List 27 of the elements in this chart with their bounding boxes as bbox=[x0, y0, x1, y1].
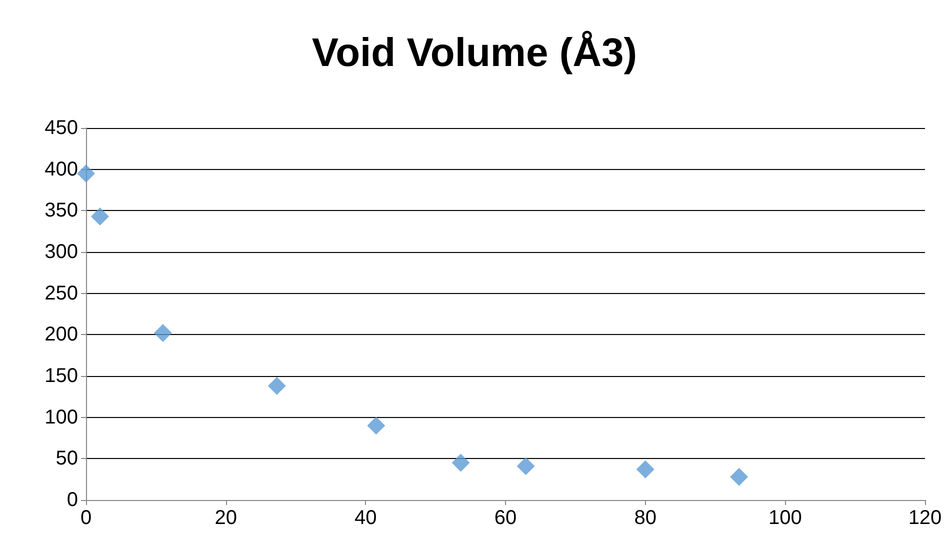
y-tick-label: 100 bbox=[44, 406, 78, 428]
x-tick-label: 0 bbox=[80, 507, 92, 529]
y-tick-label: 350 bbox=[44, 200, 78, 222]
point bbox=[268, 376, 286, 395]
x-tick-label: 80 bbox=[634, 507, 656, 529]
y-tick-label: 300 bbox=[44, 241, 78, 263]
point bbox=[154, 324, 172, 342]
y-tick-label: 200 bbox=[44, 324, 78, 346]
y-tick-label: 450 bbox=[44, 117, 78, 139]
x-tick-label: 100 bbox=[768, 507, 802, 529]
point bbox=[452, 454, 470, 472]
y-tick-label: 250 bbox=[44, 282, 78, 304]
y-tick-label: 0 bbox=[66, 489, 78, 511]
point bbox=[77, 164, 95, 182]
x-tick-label: 20 bbox=[214, 507, 237, 529]
chart-title: Void Volume (Å3) bbox=[312, 30, 638, 75]
x-tick-label: 40 bbox=[354, 507, 377, 529]
y-tick-label: 400 bbox=[44, 158, 78, 180]
x-tick-label: 120 bbox=[908, 507, 942, 529]
y-tick-label: 50 bbox=[56, 448, 78, 470]
point bbox=[636, 460, 654, 478]
point bbox=[367, 416, 386, 435]
point bbox=[90, 207, 109, 226]
point bbox=[516, 457, 535, 476]
point bbox=[730, 468, 748, 486]
y-tick-label: 150 bbox=[44, 365, 78, 387]
x-tick-label: 60 bbox=[494, 507, 517, 529]
